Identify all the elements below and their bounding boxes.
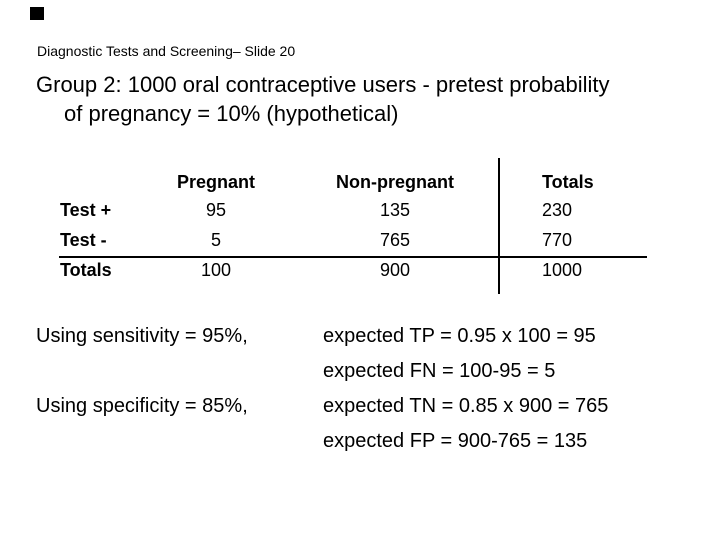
- cell-false-negative: 5: [210, 230, 221, 250]
- row-label-test-positive: Test +: [60, 200, 112, 220]
- expected-tp-line: expected TP = 0.95 x 100 = 95: [323, 325, 596, 347]
- row-label-totals: Totals: [60, 260, 112, 280]
- cell-true-negative: 765: [379, 230, 411, 250]
- sensitivity-statement: Using sensitivity = 95%,: [36, 325, 248, 347]
- slide-title: Group 2: 1000 oral contraceptive users -…: [36, 70, 610, 128]
- cell-test-positive-total: 230: [542, 200, 573, 220]
- cell-true-positive: 95: [205, 200, 227, 220]
- slide-title-line-1: Group 2: 1000 oral contraceptive users -…: [36, 72, 610, 97]
- cell-grand-total: 1000: [542, 260, 583, 280]
- cell-non-pregnant-total: 900: [379, 260, 411, 280]
- table-totals-divider-line: [59, 256, 647, 258]
- cell-false-positive: 135: [379, 200, 411, 220]
- slide-header-caption: Diagnostic Tests and Screening– Slide 20: [37, 43, 296, 59]
- expected-tn-line: expected TN = 0.85 x 900 = 765: [323, 395, 609, 417]
- row-label-test-negative: Test -: [60, 230, 107, 250]
- column-header-non-pregnant: Non-pregnant: [336, 172, 454, 192]
- specificity-statement: Using specificity = 85%,: [36, 395, 248, 417]
- cell-pregnant-total: 100: [200, 260, 232, 280]
- column-header-totals: Totals: [542, 172, 594, 192]
- column-header-pregnant: Pregnant: [176, 172, 255, 192]
- expected-fn-line: expected FN = 100-95 = 5: [323, 360, 556, 382]
- cell-test-negative-total: 770: [542, 230, 573, 250]
- slide-corner-square: [30, 7, 44, 20]
- slide-title-line-2: of pregnancy = 10% (hypothetical): [64, 101, 399, 126]
- expected-fp-line: expected FP = 900-765 = 135: [323, 430, 588, 452]
- table-totals-column-line: [498, 158, 500, 294]
